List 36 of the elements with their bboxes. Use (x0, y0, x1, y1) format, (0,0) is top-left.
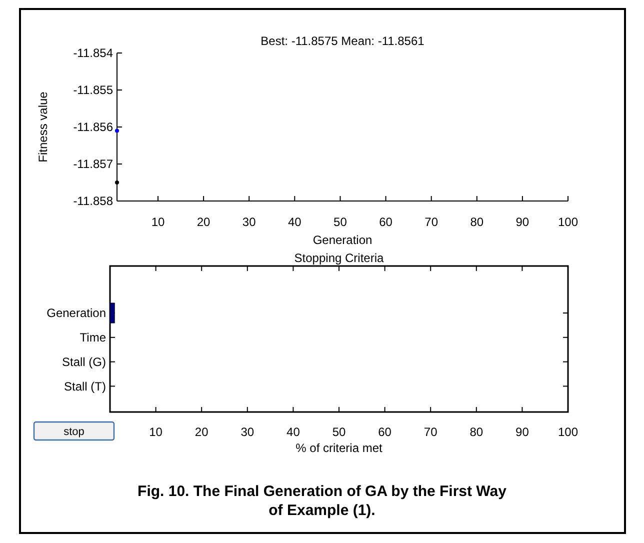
chart-title: Stopping Criteria (294, 251, 384, 265)
x-axis-title: % of criteria met (296, 441, 384, 455)
x-tick-label: 80 (470, 425, 484, 439)
x-tick-label: 60 (379, 215, 393, 229)
caption: Fig. 10. The Final Generation of GA by the First Way of Example (1). (138, 483, 508, 519)
x-tick-label: 70 (424, 215, 438, 229)
x-tick-label: 100 (558, 425, 578, 439)
x-tick-label: 40 (286, 425, 300, 439)
y-tick-label: Generation (46, 306, 106, 320)
y-tick-label: Stall (G) (62, 355, 106, 369)
x-tick-label: 100 (558, 215, 578, 229)
y-tick-label: -11.858 (73, 194, 114, 208)
x-tick-label: 50 (332, 425, 346, 439)
x-tick-label: 90 (516, 425, 530, 439)
x-tick-label: 40 (288, 215, 302, 229)
x-tick-label: 60 (378, 425, 392, 439)
y-tick-label: -11.856 (73, 120, 114, 134)
stop-button: stop (33, 421, 115, 441)
x-tick-label: 10 (151, 215, 165, 229)
chart-title: Best: -11.8575 Mean: -11.8561 (260, 34, 425, 48)
y-tick-label: -11.855 (73, 83, 114, 98)
y-axis-title: Fitness value (36, 91, 50, 162)
x-tick-label: 90 (516, 215, 530, 229)
x-tick-label: 30 (240, 425, 254, 439)
x-tick-label: 80 (470, 215, 484, 229)
y-tick-label: -11.854 (73, 46, 114, 60)
y-tick-label: -11.857 (73, 157, 114, 172)
x-tick-label: 20 (194, 425, 209, 439)
x-tick-label: 30 (242, 215, 256, 229)
x-tick-label: 70 (424, 425, 438, 439)
x-tick-label: 50 (334, 215, 348, 229)
x-tick-label: 10 (149, 425, 163, 439)
x-tick-label: 20 (196, 215, 211, 229)
x-axis-title: Generation (312, 233, 372, 247)
y-tick-label: Stall (T) (64, 379, 106, 394)
y-tick-label: Time (80, 330, 106, 345)
